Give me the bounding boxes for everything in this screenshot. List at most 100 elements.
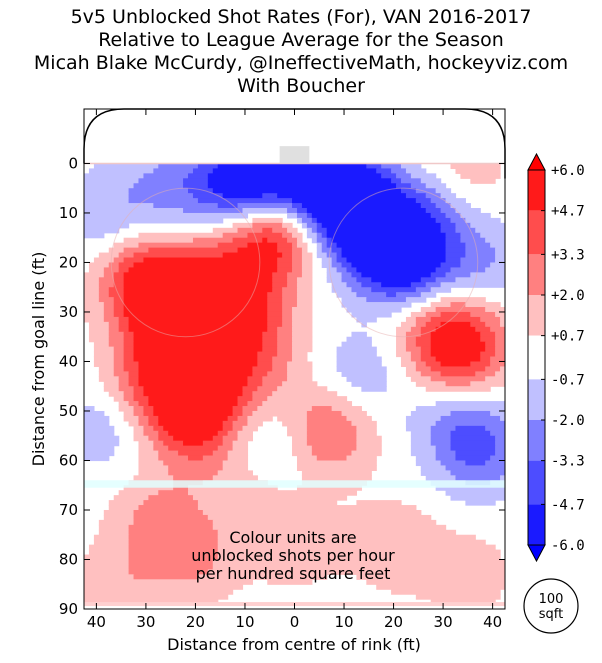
heatmap-cell (405, 425, 432, 432)
heatmap-cell (133, 509, 204, 516)
heatmap-cell (222, 232, 249, 239)
heatmap-cell (133, 396, 149, 402)
y-tick-label: 10 (59, 204, 78, 222)
heatmap-cell (346, 267, 358, 273)
heatmap-cell (84, 316, 105, 323)
heatmap-cell (465, 460, 486, 467)
heatmap-cell (237, 396, 253, 402)
heatmap-cell (500, 415, 505, 422)
heatmap-cell (143, 391, 244, 397)
heatmap-cell (222, 440, 234, 447)
heatmap-cell (410, 445, 437, 452)
heatmap-cell (212, 524, 447, 531)
heatmap-cell (84, 574, 135, 580)
heatmap-cell (470, 272, 505, 278)
heatmap-cell (351, 450, 382, 457)
heatmap-cell (425, 386, 491, 392)
heatmap-cell (84, 569, 130, 575)
heatmap-cell (351, 262, 442, 269)
heatmap-cell (88, 331, 110, 338)
heatmap-cell (485, 376, 505, 382)
heatmap-cell (420, 356, 437, 363)
heatmap-cell (287, 361, 313, 368)
heatmap-cell (118, 376, 130, 382)
blue-line-band (84, 480, 505, 488)
heatmap-cell (217, 549, 501, 556)
heatmap-cell (118, 386, 135, 392)
heatmap-cell (272, 366, 288, 372)
heatmap-cell (84, 406, 95, 412)
heatmap-cell (361, 321, 367, 328)
heatmap-cell (128, 267, 278, 273)
heatmap-cell (445, 490, 505, 496)
heatmap-cell (292, 440, 308, 447)
heatmap-cell (153, 445, 169, 452)
heatmap-cell (98, 252, 120, 259)
heatmap-cell (415, 361, 427, 368)
heatmap-cell (113, 297, 125, 303)
heatmap-cell (84, 579, 253, 585)
heatmap-cell (232, 445, 249, 452)
heatmap-cell (98, 524, 130, 531)
heatmap-cell (485, 366, 501, 372)
heatmap-cell (148, 435, 159, 442)
heatmap-cell (435, 401, 505, 407)
heatmap-cell (366, 579, 505, 585)
heatmap-cell (277, 262, 293, 269)
heatmap-cell (301, 257, 313, 264)
heatmap-cell (118, 252, 135, 259)
heatmap-cell (84, 445, 115, 452)
heatmap-cell (212, 188, 402, 194)
heatmap-cell (445, 257, 462, 264)
heatmap-cell (237, 247, 278, 254)
heatmap-cell (103, 272, 115, 278)
heatmap-cell (103, 307, 115, 313)
heatmap-cell (306, 430, 358, 437)
heatmap-cell (158, 435, 174, 442)
chart-title-line-4: With Boucher (237, 75, 365, 97)
x-tick-label: 20 (384, 613, 403, 631)
heatmap-cell (118, 490, 159, 496)
heatmap-cell (316, 237, 328, 244)
heatmap-cell (84, 193, 130, 199)
heatmap-cell (98, 277, 115, 283)
heatmap-cell (143, 386, 244, 392)
heatmap-cell (84, 584, 244, 590)
heatmap-cell (148, 420, 159, 427)
heatmap-cell (84, 208, 184, 214)
colorbar-band (528, 254, 545, 295)
heatmap-cell (88, 326, 110, 333)
heatmap-cell (470, 321, 486, 328)
heatmap-cell (98, 519, 135, 526)
heatmap-cell (410, 326, 422, 333)
heatmap-cell (123, 297, 268, 303)
heatmap-cell (321, 232, 328, 239)
heatmap-cell (262, 336, 278, 343)
heatmap-cell (296, 287, 313, 293)
heatmap-cell (296, 282, 313, 288)
heatmap-cell (316, 242, 323, 249)
heatmap-cell (148, 495, 194, 501)
heatmap-cell (133, 519, 214, 526)
heatmap-cell (138, 376, 249, 382)
heatmap-cell (84, 272, 105, 278)
y-tick-label: 30 (59, 303, 78, 321)
heatmap-cell (128, 316, 268, 323)
heatmap-cell (163, 460, 224, 467)
heatmap-cell (296, 208, 308, 214)
heatmap-cell (435, 455, 457, 462)
heatmap-cell (133, 183, 184, 189)
heatmap-cell (138, 232, 224, 239)
heatmap-cell (138, 178, 184, 184)
heatmap-cell (262, 227, 273, 234)
heatmap-cell (277, 267, 293, 273)
heatmap-cell (242, 391, 253, 397)
x-tick-label: 10 (334, 613, 353, 631)
heatmap-cell (490, 262, 505, 269)
heatmap-cell (450, 445, 496, 452)
heatmap-cell (346, 257, 447, 264)
heatmap-cell (93, 351, 115, 358)
heatmap-cell (440, 208, 457, 214)
heatmap-cell (415, 287, 432, 293)
heatmap-cell (98, 366, 115, 372)
